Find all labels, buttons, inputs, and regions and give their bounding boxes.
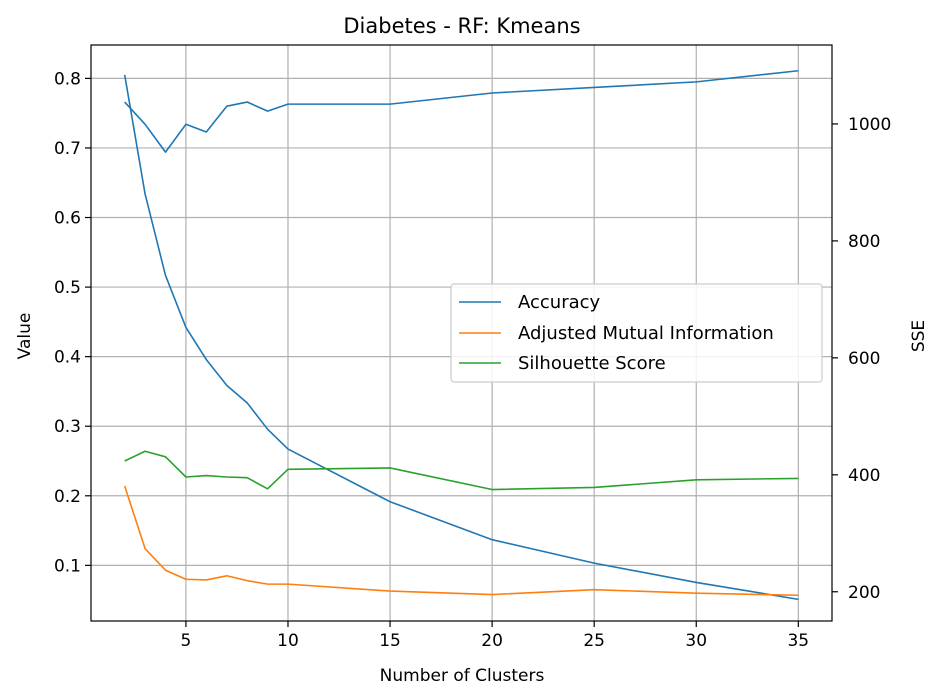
series-line-silhouette bbox=[124, 450, 799, 491]
y2-tick-label: 800 bbox=[848, 232, 880, 252]
x-tick-label: 10 bbox=[277, 631, 299, 651]
series-lines bbox=[123, 69, 799, 601]
y-tick-label: 0.1 bbox=[54, 556, 81, 576]
y-tick-label: 0.6 bbox=[54, 209, 81, 229]
series-line-ami bbox=[123, 485, 799, 597]
y2-tick-label: 200 bbox=[848, 583, 880, 603]
y-tick-label: 0.4 bbox=[54, 348, 81, 368]
y2-tick-label: 1000 bbox=[848, 115, 891, 135]
x-axis-title: Number of Clusters bbox=[380, 666, 545, 686]
y-axis-title: Value bbox=[15, 313, 35, 360]
series-line-sse bbox=[123, 74, 799, 601]
legend-label-accuracy: Accuracy bbox=[518, 292, 601, 313]
x-tick-label: 25 bbox=[583, 631, 605, 651]
x-axis-ticks: 5 10 15 20 25 30 35 bbox=[181, 621, 809, 651]
chart-title: Diabetes - RF: Kmeans bbox=[343, 14, 580, 38]
y-tick-label: 0.3 bbox=[54, 417, 81, 437]
y-tick-label: 0.7 bbox=[54, 139, 81, 159]
x-tick-label: 20 bbox=[481, 631, 503, 651]
y2-axis-title: SSE bbox=[909, 320, 929, 352]
y-tick-label: 0.8 bbox=[54, 69, 81, 89]
x-tick-label: 30 bbox=[685, 631, 707, 651]
x-tick-label: 15 bbox=[379, 631, 401, 651]
plot-frame bbox=[90, 44, 833, 622]
x-tick-label: 35 bbox=[787, 631, 809, 651]
y2-axis-ticks: 200 400 600 800 1000 bbox=[832, 115, 891, 603]
legend: Accuracy Adjusted Mutual Information Sil… bbox=[450, 283, 823, 383]
y2-tick-label: 600 bbox=[848, 349, 880, 369]
x-tick-label: 5 bbox=[181, 631, 192, 651]
legend-label-silhouette: Silhouette Score bbox=[518, 353, 666, 374]
y2-tick-label: 400 bbox=[848, 466, 880, 486]
legend-box bbox=[450, 283, 823, 383]
y-axis-ticks: 0.1 0.2 0.3 0.4 0.5 0.6 0.7 0.8 bbox=[54, 69, 91, 576]
legend-label-ami: Adjusted Mutual Information bbox=[518, 323, 774, 344]
y-tick-label: 0.5 bbox=[54, 278, 81, 298]
series-line-accuracy bbox=[124, 69, 799, 153]
y-tick-label: 0.2 bbox=[54, 487, 81, 507]
